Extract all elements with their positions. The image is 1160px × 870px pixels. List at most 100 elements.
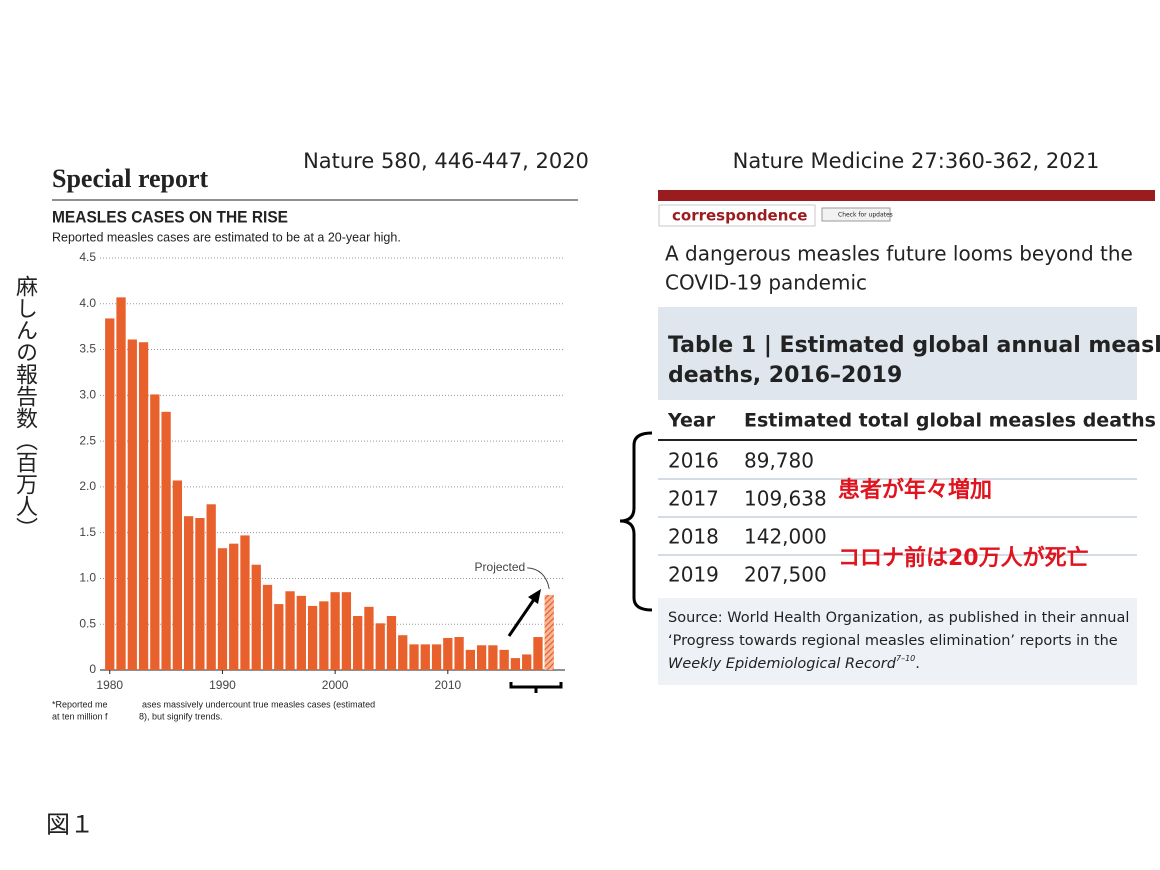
citation: Nature 580, 446-447, 2020 xyxy=(303,149,589,173)
y-tick-label: 1.5 xyxy=(79,525,96,539)
citation: Nature Medicine 27:360-362, 2021 xyxy=(733,149,1100,173)
table-title: Table 1 | Estimated global annual measle… xyxy=(668,333,1160,358)
cell: 2019 xyxy=(668,563,719,587)
bar xyxy=(183,516,194,670)
cell: 2016 xyxy=(668,449,719,473)
table-source: ‘Progress towards regional measles elimi… xyxy=(668,633,1118,649)
table-header: Estimated total global measles deaths xyxy=(744,410,1156,432)
bar xyxy=(544,594,554,670)
footnote: *Reported me xyxy=(52,699,108,709)
bar xyxy=(465,649,476,670)
cell: 89,780 xyxy=(744,449,814,473)
bar xyxy=(420,644,430,670)
table-body xyxy=(658,400,1137,598)
bar-chart: 0 0.5 1.0 1.5 2.0 2.5 3.0 3.5 4.0 4.5 1980 1990 2000… xyxy=(79,250,565,692)
bar xyxy=(488,645,498,670)
bar xyxy=(443,637,453,670)
bar xyxy=(206,504,216,670)
note: コロナ前は20万人が死亡 xyxy=(838,545,1089,571)
footnote: ases massively undercount true measles c… xyxy=(142,699,375,709)
arrowhead xyxy=(528,589,541,604)
bar xyxy=(353,615,363,670)
badge xyxy=(821,207,891,222)
bar xyxy=(274,604,284,670)
x-tick-label: 2000 xyxy=(322,678,349,692)
x-tick-label: 2010 xyxy=(434,678,461,692)
annotation-arrow xyxy=(527,567,550,590)
figure-label: 図１ xyxy=(46,811,94,839)
y-tick-label: 1.0 xyxy=(79,571,96,585)
cell: 2017 xyxy=(668,487,719,511)
cell: 142,000 xyxy=(744,525,827,549)
source-end: . xyxy=(915,656,920,672)
bar xyxy=(319,601,329,670)
table-rows: 2016 89,780 2017 109,638 2018 142,000 2019 207,… xyxy=(658,449,1137,587)
source-journal: Weekly Epidemiological Record xyxy=(668,656,897,672)
y-tick-label: 3.5 xyxy=(79,342,96,356)
header-bar xyxy=(658,190,1155,201)
cell: 207,500 xyxy=(744,563,827,587)
table-header: Year xyxy=(667,410,716,432)
bar xyxy=(172,480,183,670)
bar xyxy=(499,649,509,670)
bar xyxy=(105,318,115,670)
bar xyxy=(138,342,149,670)
bar xyxy=(217,548,228,670)
bar xyxy=(398,635,408,670)
bar xyxy=(229,543,239,670)
y-tick-label: 3.0 xyxy=(79,388,96,402)
bar xyxy=(195,518,205,670)
x-tick-label: 1980 xyxy=(96,678,123,692)
bar xyxy=(476,645,487,670)
article-title: COVID-19 pandemic xyxy=(665,271,867,295)
badge-text: Check for updates xyxy=(838,212,893,219)
bar xyxy=(307,605,318,670)
bar xyxy=(127,339,137,670)
bar xyxy=(150,394,160,670)
bar xyxy=(341,592,352,670)
bar xyxy=(116,297,126,670)
bracket xyxy=(509,682,563,693)
bar xyxy=(375,623,385,670)
section: correspondence xyxy=(672,207,807,225)
bar xyxy=(330,592,340,670)
y-axis-note: 麻しんの報告数（百万人） xyxy=(12,275,38,539)
source-ref: 7–10 xyxy=(896,654,915,663)
section-box xyxy=(658,204,816,227)
bar xyxy=(522,654,532,670)
brace xyxy=(619,431,653,612)
chart-title: MEASLES CASES ON THE RISE xyxy=(52,207,288,226)
bar xyxy=(296,595,306,670)
y-tick-label: 0 xyxy=(89,662,96,676)
cell: 109,638 xyxy=(744,487,827,511)
cell: 2018 xyxy=(668,525,719,549)
bar xyxy=(454,637,464,670)
bar xyxy=(285,591,295,670)
bar xyxy=(533,637,543,670)
bar xyxy=(510,658,521,670)
note: 患者が年々増加 xyxy=(838,477,992,503)
kicker: Special report xyxy=(52,164,209,193)
bar xyxy=(364,606,374,670)
arrow xyxy=(507,597,537,637)
footnote: 8), but signify trends. xyxy=(139,711,223,721)
table-source-bg xyxy=(658,598,1137,685)
bar xyxy=(240,535,250,670)
y-tick-label: 4.5 xyxy=(79,250,96,264)
table-title: deaths, 2016–2019 xyxy=(668,363,902,388)
bar xyxy=(161,411,171,670)
bar xyxy=(251,564,261,670)
bar xyxy=(262,584,273,670)
bar xyxy=(386,615,397,670)
y-tick-label: 2.5 xyxy=(79,433,96,447)
annotation: Projected xyxy=(475,560,526,574)
table-source: Weekly Epidemiological Record7–10. xyxy=(668,654,920,673)
chart-subtitle: Reported measles cases are estimated to … xyxy=(52,230,401,244)
y-tick-label: 0.5 xyxy=(79,616,96,630)
table-source: Source: World Health Organization, as pu… xyxy=(668,610,1129,626)
footnote: at ten million f xyxy=(52,711,108,721)
x-tick-label: 1990 xyxy=(209,678,236,692)
bar xyxy=(409,644,419,670)
bar xyxy=(431,644,442,670)
